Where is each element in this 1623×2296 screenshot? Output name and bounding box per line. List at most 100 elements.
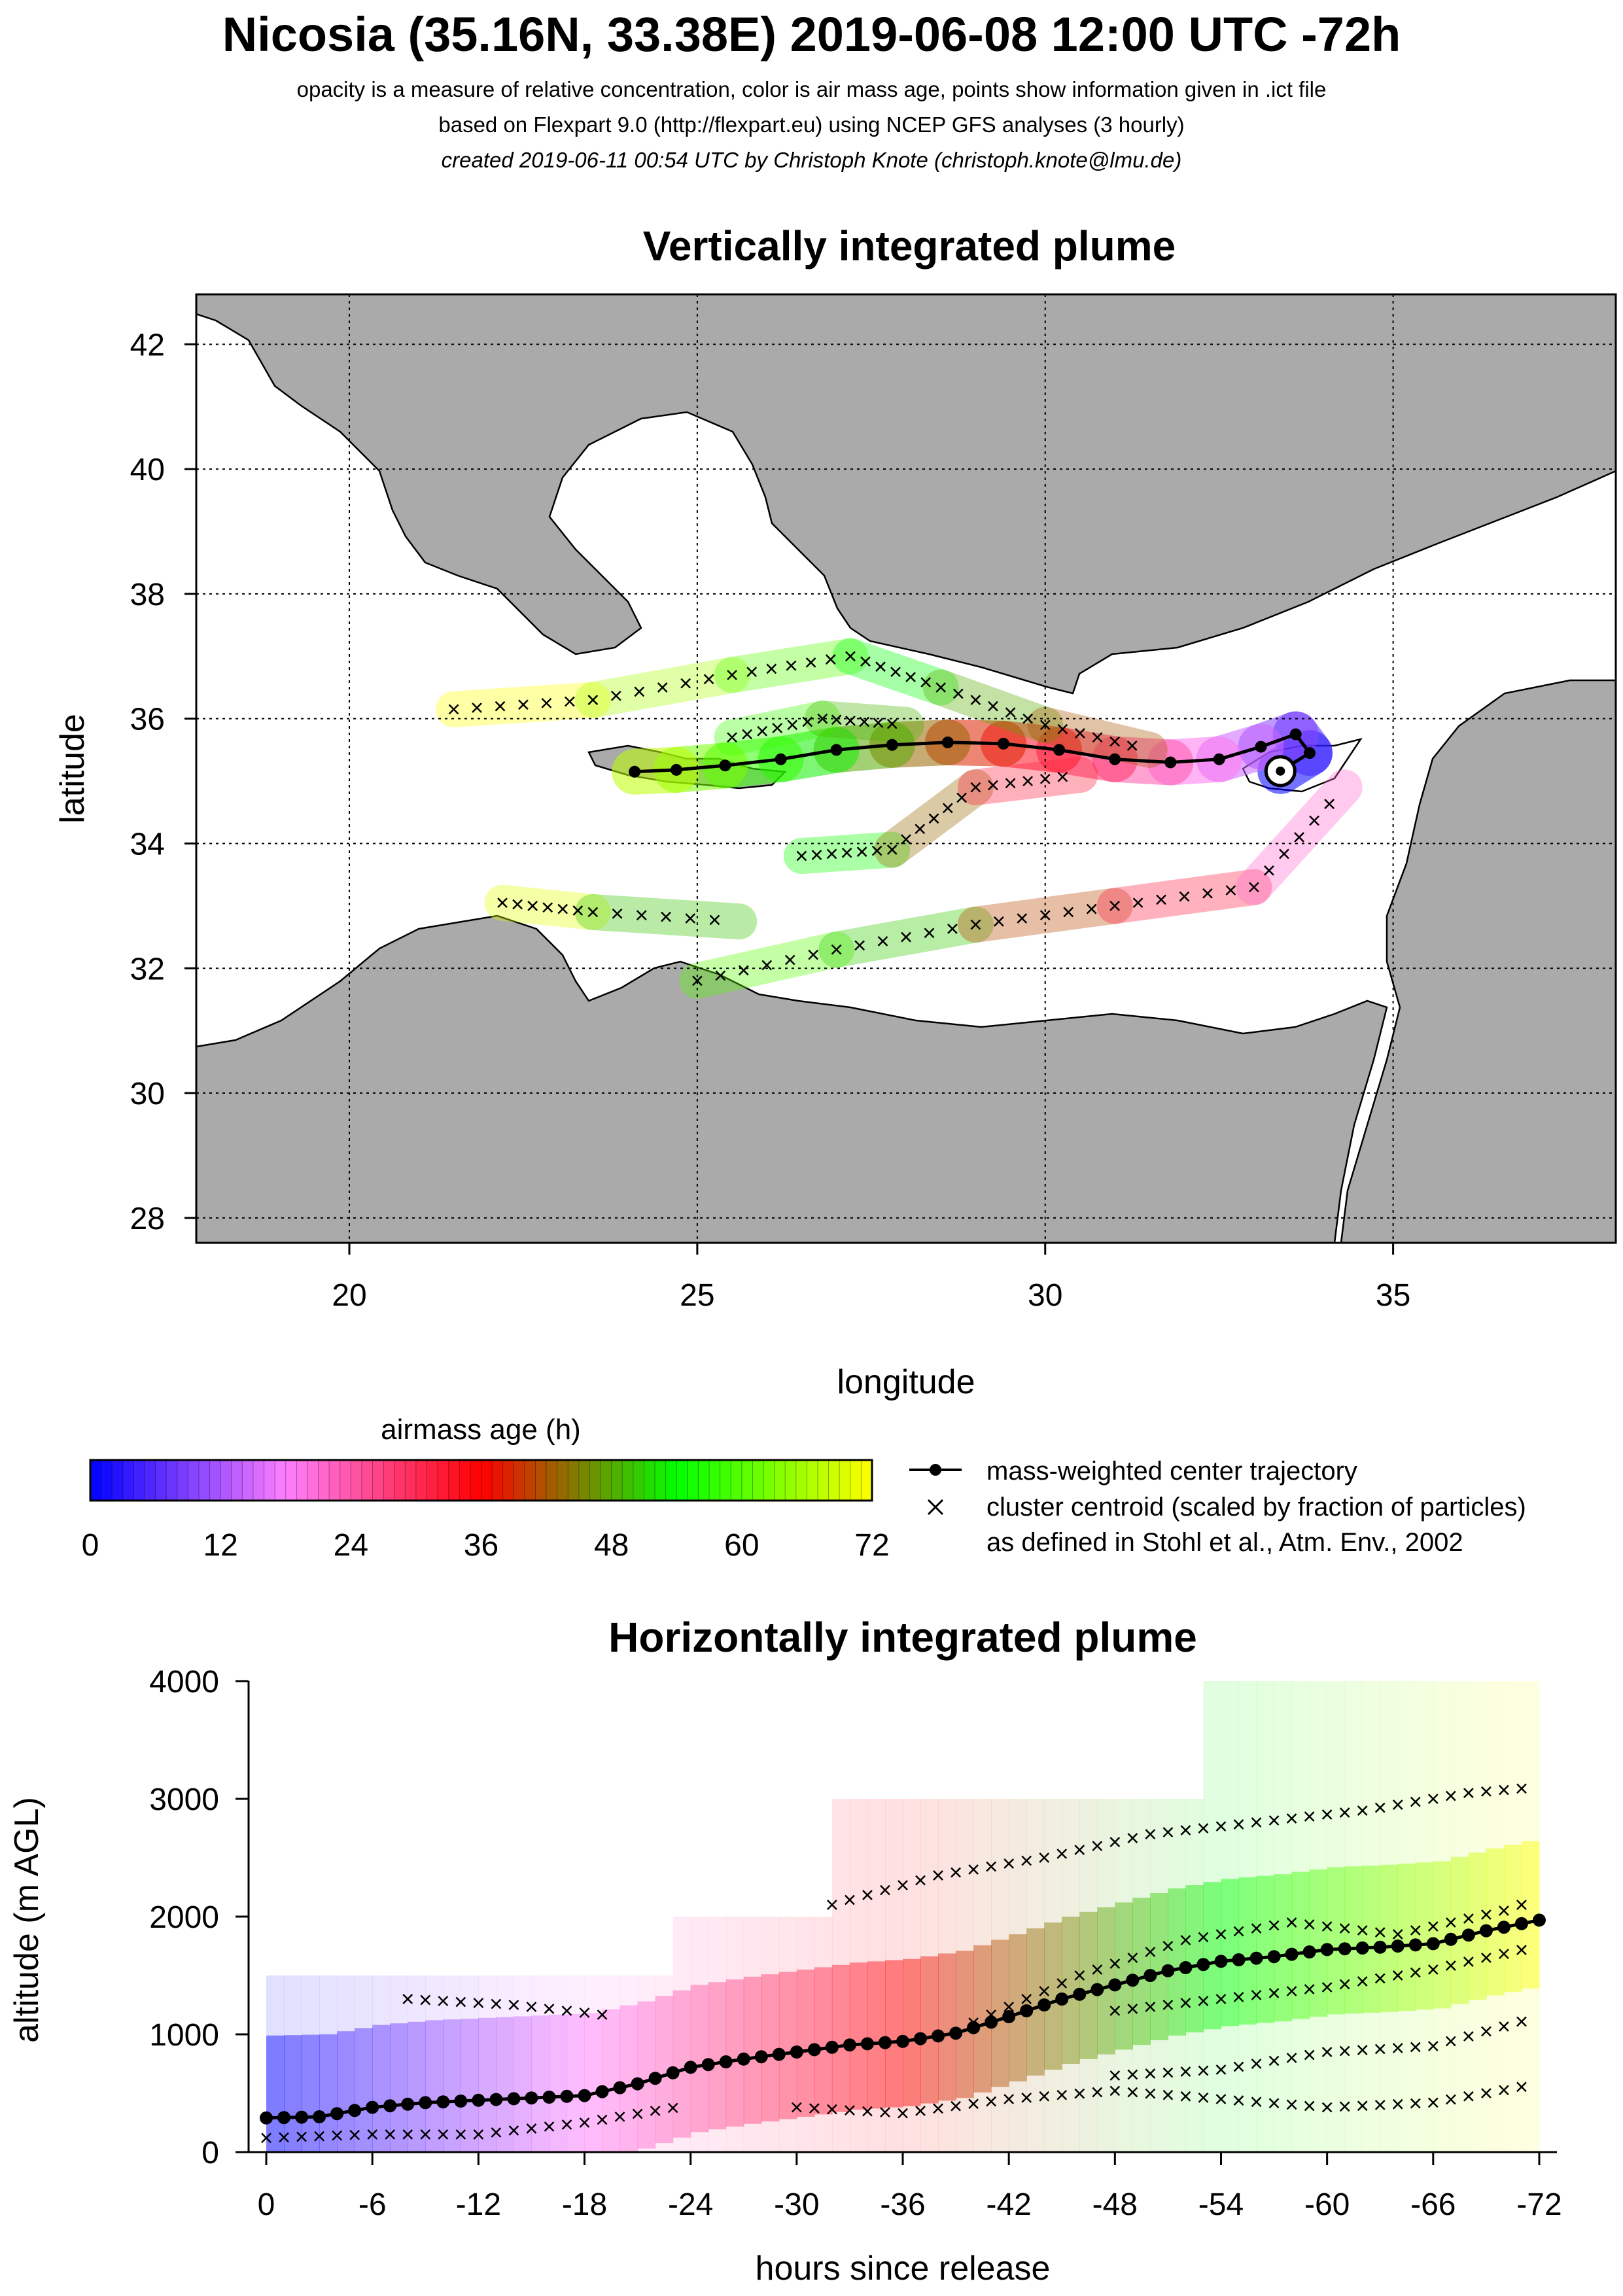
cluster-centroid	[1162, 2000, 1174, 2010]
trajectory-point	[419, 2096, 432, 2110]
cluster-centroid	[1286, 2099, 1297, 2110]
trajectory-point	[1213, 753, 1225, 765]
cluster-centroid	[332, 2130, 343, 2141]
colorbar-swatch	[231, 1460, 243, 1501]
plume-band-core	[1291, 1871, 1310, 2019]
plume-band-light	[1344, 1681, 1363, 2152]
cluster-centroid	[597, 2114, 608, 2125]
cluster-centroid	[845, 2105, 855, 2115]
trajectory-point	[330, 2107, 344, 2121]
plume-band-core	[602, 2009, 621, 2152]
cluster-centroid	[455, 2129, 466, 2140]
legend-cross-symbol	[927, 1499, 944, 1516]
cluster-centroid	[1233, 1819, 1244, 1830]
cluster-centroid	[1156, 894, 1166, 905]
colorbar-swatch	[318, 1460, 330, 1501]
cluster-centroid	[632, 2108, 643, 2119]
map-center-trajectory	[629, 728, 1316, 778]
cluster-centroid	[831, 944, 842, 955]
colorbar-swatch	[633, 1460, 645, 1501]
cluster-centroid	[1357, 1805, 1368, 1816]
plume-band-core	[920, 1956, 939, 2104]
y-tick-label: 2000	[149, 1900, 219, 1935]
plume-band-light	[796, 1917, 815, 2152]
legend: mass-weighted center trajectory cluster …	[909, 1457, 1526, 1557]
trajectory-point	[985, 2015, 998, 2029]
trajectory-point	[1020, 2004, 1034, 2017]
cluster-centroid	[935, 682, 947, 693]
cluster-centroid	[1392, 1970, 1403, 1981]
map-frame	[195, 293, 1617, 1244]
trajectory-point	[1267, 1950, 1281, 1964]
altitude-xlabel: hours since release	[756, 2250, 1051, 2287]
trajectory-point	[843, 2038, 856, 2052]
cluster-centroid	[727, 732, 737, 743]
colorbar-swatch	[242, 1460, 254, 1501]
cluster-centroid	[1481, 2026, 1492, 2037]
cluster-centroid	[385, 2129, 396, 2140]
cluster-centroid	[1180, 1935, 1191, 1945]
trajectory-point	[896, 2034, 909, 2048]
plume-band-core	[1238, 1877, 1257, 2025]
subtitle-credits: created 2019-06-11 00:54 UTC by Christop…	[441, 148, 1182, 172]
cluster-centroid	[1499, 1949, 1509, 1959]
colorbar-swatch	[101, 1460, 113, 1501]
trajectory-point	[383, 2099, 397, 2113]
colorbar-swatch	[448, 1460, 460, 1501]
cluster-centroid	[970, 919, 981, 930]
map-x-tick-label: 35	[1376, 1278, 1410, 1313]
cluster-centroid	[1445, 1960, 1456, 1971]
cluster-centroid	[491, 1998, 502, 2009]
trajectory-point	[860, 2037, 874, 2051]
cluster-centroid	[886, 718, 898, 729]
cluster-centroid	[1516, 1945, 1527, 1955]
cluster-centroid	[880, 2107, 890, 2117]
cluster-centroid	[597, 2009, 608, 2020]
altitude-axes: 0 -6 -12 -18 -24 -30 -36 -42 -48 -54 -60 -66 -72 0 100…	[149, 1665, 1562, 2222]
cluster-centroid	[564, 696, 575, 707]
cluster-centroid	[1410, 2042, 1421, 2053]
cluster-centroid	[1463, 1788, 1474, 1798]
cluster-centroid	[1516, 1900, 1527, 1910]
cluster-centroid	[1145, 1947, 1156, 1957]
cluster-centroid	[1005, 778, 1016, 789]
cluster-centroid	[650, 2106, 661, 2116]
cluster-centroid	[1463, 2091, 1474, 2102]
cluster-centroid	[1127, 1833, 1138, 1843]
cluster-centroid	[1022, 713, 1034, 724]
cluster-centroid	[1516, 2016, 1527, 2027]
plume-band-core	[1221, 1879, 1240, 2026]
cluster-centroid	[1374, 1927, 1386, 1938]
colorbar-swatch	[568, 1460, 580, 1501]
cluster-centroid	[1180, 1825, 1191, 1835]
trajectory-point	[790, 2045, 803, 2059]
cluster-centroid	[691, 975, 703, 986]
trajectory-point	[825, 2040, 839, 2054]
cluster-centroid	[1233, 2095, 1244, 2106]
colorbar-swatch	[340, 1460, 351, 1501]
plume-band-core	[514, 2016, 532, 2152]
trajectory-point	[1532, 1913, 1546, 1927]
trajectory-point	[1232, 1953, 1246, 1966]
trajectory-point	[1255, 740, 1267, 753]
cluster-centroid	[715, 970, 726, 981]
cluster-centroid	[438, 2129, 449, 2140]
plume-band-core	[938, 1953, 956, 2101]
trajectory-point	[775, 753, 787, 765]
trajectory-point	[1391, 1939, 1405, 1953]
colorbar-swatch	[665, 1460, 677, 1501]
cluster-centroid	[746, 667, 758, 678]
cluster-centroid	[1003, 2002, 1015, 2012]
cluster-centroid	[279, 2132, 289, 2143]
colorbar-swatch	[731, 1460, 742, 1501]
map-ylabel: latitude	[54, 714, 92, 824]
cluster-centroid	[1057, 771, 1068, 782]
cluster-centroid	[1445, 2036, 1456, 2047]
cluster-centroid	[1039, 1986, 1050, 1996]
x-tick-label: -60	[1304, 2187, 1350, 2222]
trajectory-point	[949, 2026, 963, 2040]
cluster-centroid	[1005, 707, 1016, 718]
cluster-centroid	[933, 1870, 943, 1881]
colorbar-swatch	[698, 1460, 710, 1501]
colorbar-tick-label: 60	[724, 1528, 759, 1563]
